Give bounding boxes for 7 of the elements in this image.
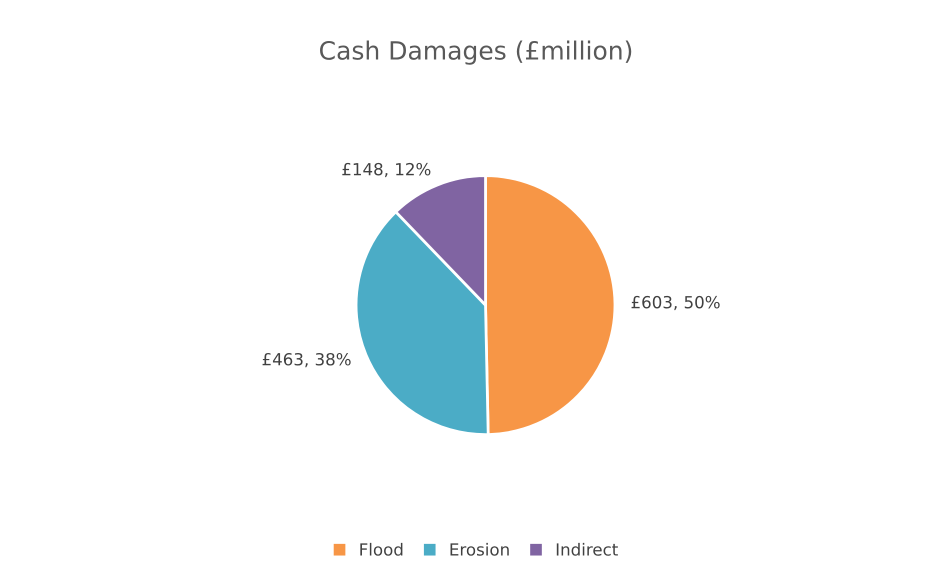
legend-label: Indirect [556,542,618,556]
legend-label: Flood [360,542,402,556]
chart-title: Cash Damages (£million) [320,40,632,65]
legend-label: Erosion [450,542,509,556]
data-label: £463, 38% [262,352,351,368]
data-label: £148, 12% [342,162,430,178]
data-label: £603, 50% [632,296,720,310]
